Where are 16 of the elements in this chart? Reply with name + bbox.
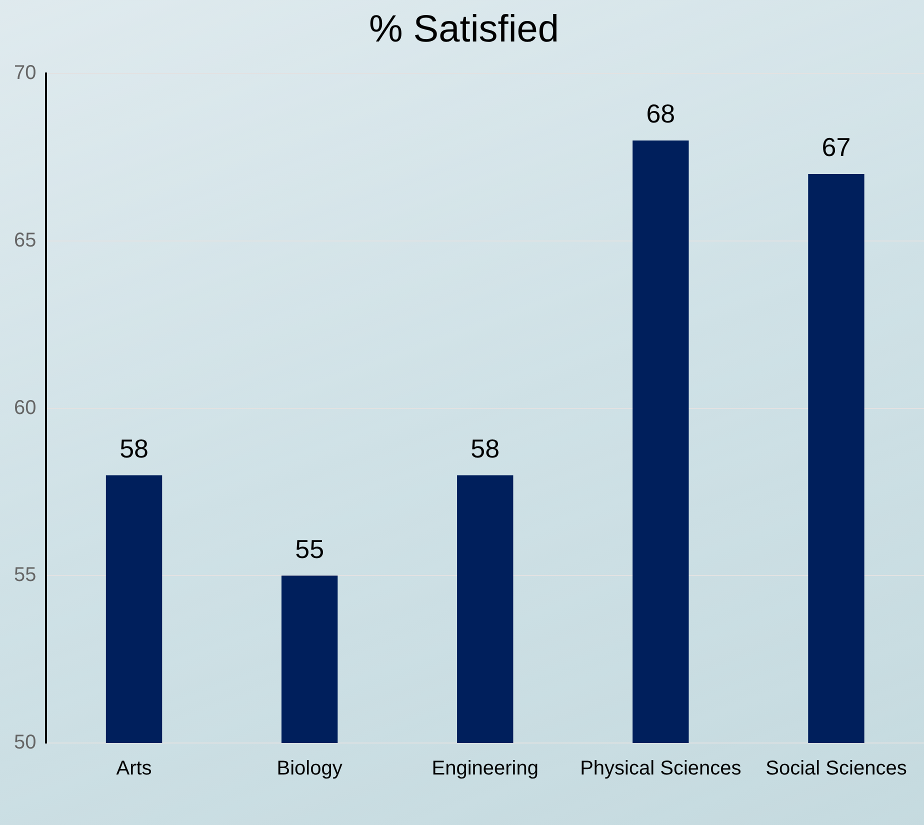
data-label: 55 — [295, 534, 324, 564]
x-tick-label: Physical Sciences — [580, 758, 742, 780]
y-tick-label: 60 — [14, 396, 36, 419]
data-label: 67 — [822, 132, 851, 162]
y-tick-label: 50 — [14, 732, 36, 754]
x-tick-label: Biology — [276, 758, 342, 780]
y-tick-label: 70 — [14, 62, 36, 84]
y-tick-label: 65 — [14, 229, 36, 252]
data-label: 58 — [120, 433, 148, 464]
x-tick-label: Social Sciences — [766, 758, 907, 780]
data-label: 58 — [470, 433, 500, 464]
x-tick-label: Engineering — [432, 758, 538, 780]
y-tick-label: 55 — [14, 564, 36, 586]
data-label: 68 — [646, 98, 676, 129]
x-tick-label: Arts — [116, 758, 152, 780]
chart-title: % Satisfied — [368, 8, 560, 50]
